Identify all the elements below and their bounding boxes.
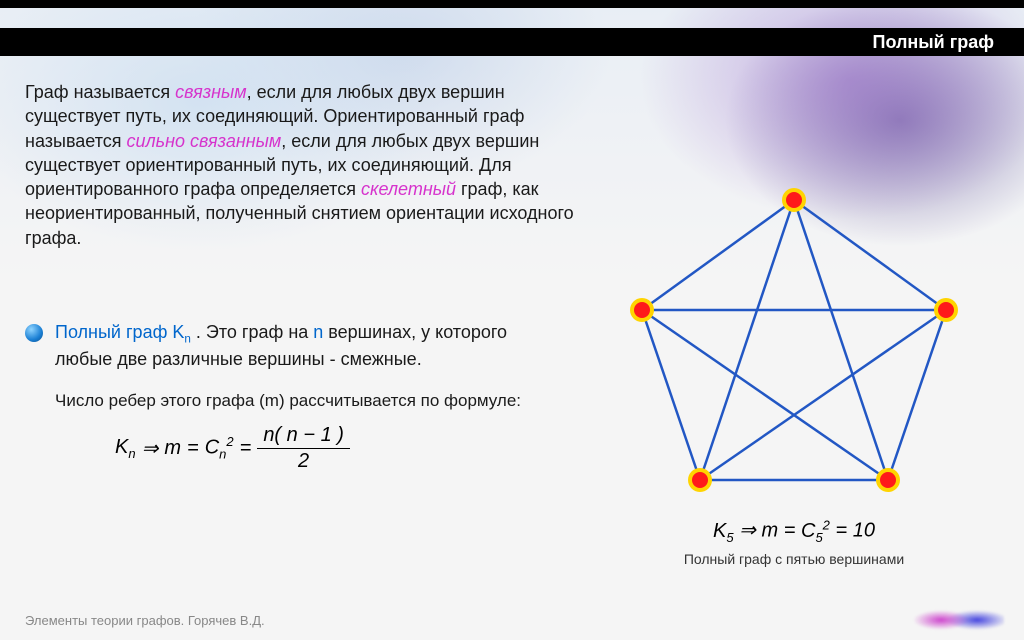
formula-m: m bbox=[762, 520, 779, 542]
bullet-item: Полный граф Kn . Это граф на n вершинах,… bbox=[25, 320, 565, 372]
formula-c: Cn2 bbox=[205, 434, 234, 462]
complete-graph-figure: K5 ⇒ m = C52 = 10 Полный граф с пятью ве… bbox=[594, 160, 994, 590]
eq: = bbox=[240, 437, 252, 460]
bullet-icon bbox=[25, 324, 43, 342]
text: Граф называется bbox=[25, 82, 175, 102]
graph-edges bbox=[642, 200, 946, 480]
text: Полный граф bbox=[55, 322, 172, 342]
top-black-bar bbox=[0, 0, 1024, 8]
formula-k: Kn bbox=[115, 436, 136, 461]
k5-formula: K5 ⇒ m = C52 = 10 bbox=[594, 517, 994, 545]
denominator: 2 bbox=[298, 449, 309, 472]
fraction: n( n − 1 ) 2 bbox=[257, 425, 350, 472]
definition-text: Полный граф Kn . Это граф на n вершинах,… bbox=[55, 320, 565, 372]
term-strongly-connected: сильно связанным bbox=[127, 131, 282, 151]
graph-nodes bbox=[630, 188, 958, 492]
eq: = bbox=[187, 437, 199, 460]
formula-k5: K5 bbox=[713, 520, 734, 542]
arrow: ⇒ bbox=[142, 436, 159, 461]
formula-m: m bbox=[164, 437, 181, 460]
term-connected: связным bbox=[175, 82, 246, 102]
eq: = bbox=[784, 520, 796, 542]
formula-intro: Число ребер этого графа (m) рассчитывает… bbox=[55, 390, 565, 413]
edge-count-formula: Kn ⇒ m = Cn2 = n( n − 1 ) 2 bbox=[115, 425, 565, 472]
numerator: n( n − 1 ) bbox=[257, 425, 350, 449]
definition-paragraph: Граф называется связным, если для любых … bbox=[25, 80, 585, 250]
k5-graph bbox=[594, 160, 994, 520]
arrow: ⇒ bbox=[739, 520, 756, 542]
text: . Это граф на bbox=[191, 322, 313, 342]
slide-title-bar: Полный граф bbox=[0, 28, 1024, 56]
footer-flare-icon bbox=[914, 606, 1004, 634]
complete-graph-definition: Полный граф Kn . Это граф на n вершинах,… bbox=[25, 320, 565, 472]
n-highlight: n bbox=[313, 322, 323, 342]
footer-text: Элементы теории графов. Горячев В.Д. bbox=[25, 613, 265, 628]
slide-title: Полный граф bbox=[873, 32, 994, 52]
result-value: 10 bbox=[853, 520, 875, 542]
text: K bbox=[172, 322, 184, 342]
formula-c5: C52 bbox=[801, 520, 830, 542]
term-skeleton: скелетный bbox=[361, 179, 456, 199]
kn-symbol: Kn bbox=[172, 322, 191, 342]
graph-caption: Полный граф с пятью вершинами bbox=[594, 551, 994, 567]
eq: = bbox=[835, 520, 847, 542]
